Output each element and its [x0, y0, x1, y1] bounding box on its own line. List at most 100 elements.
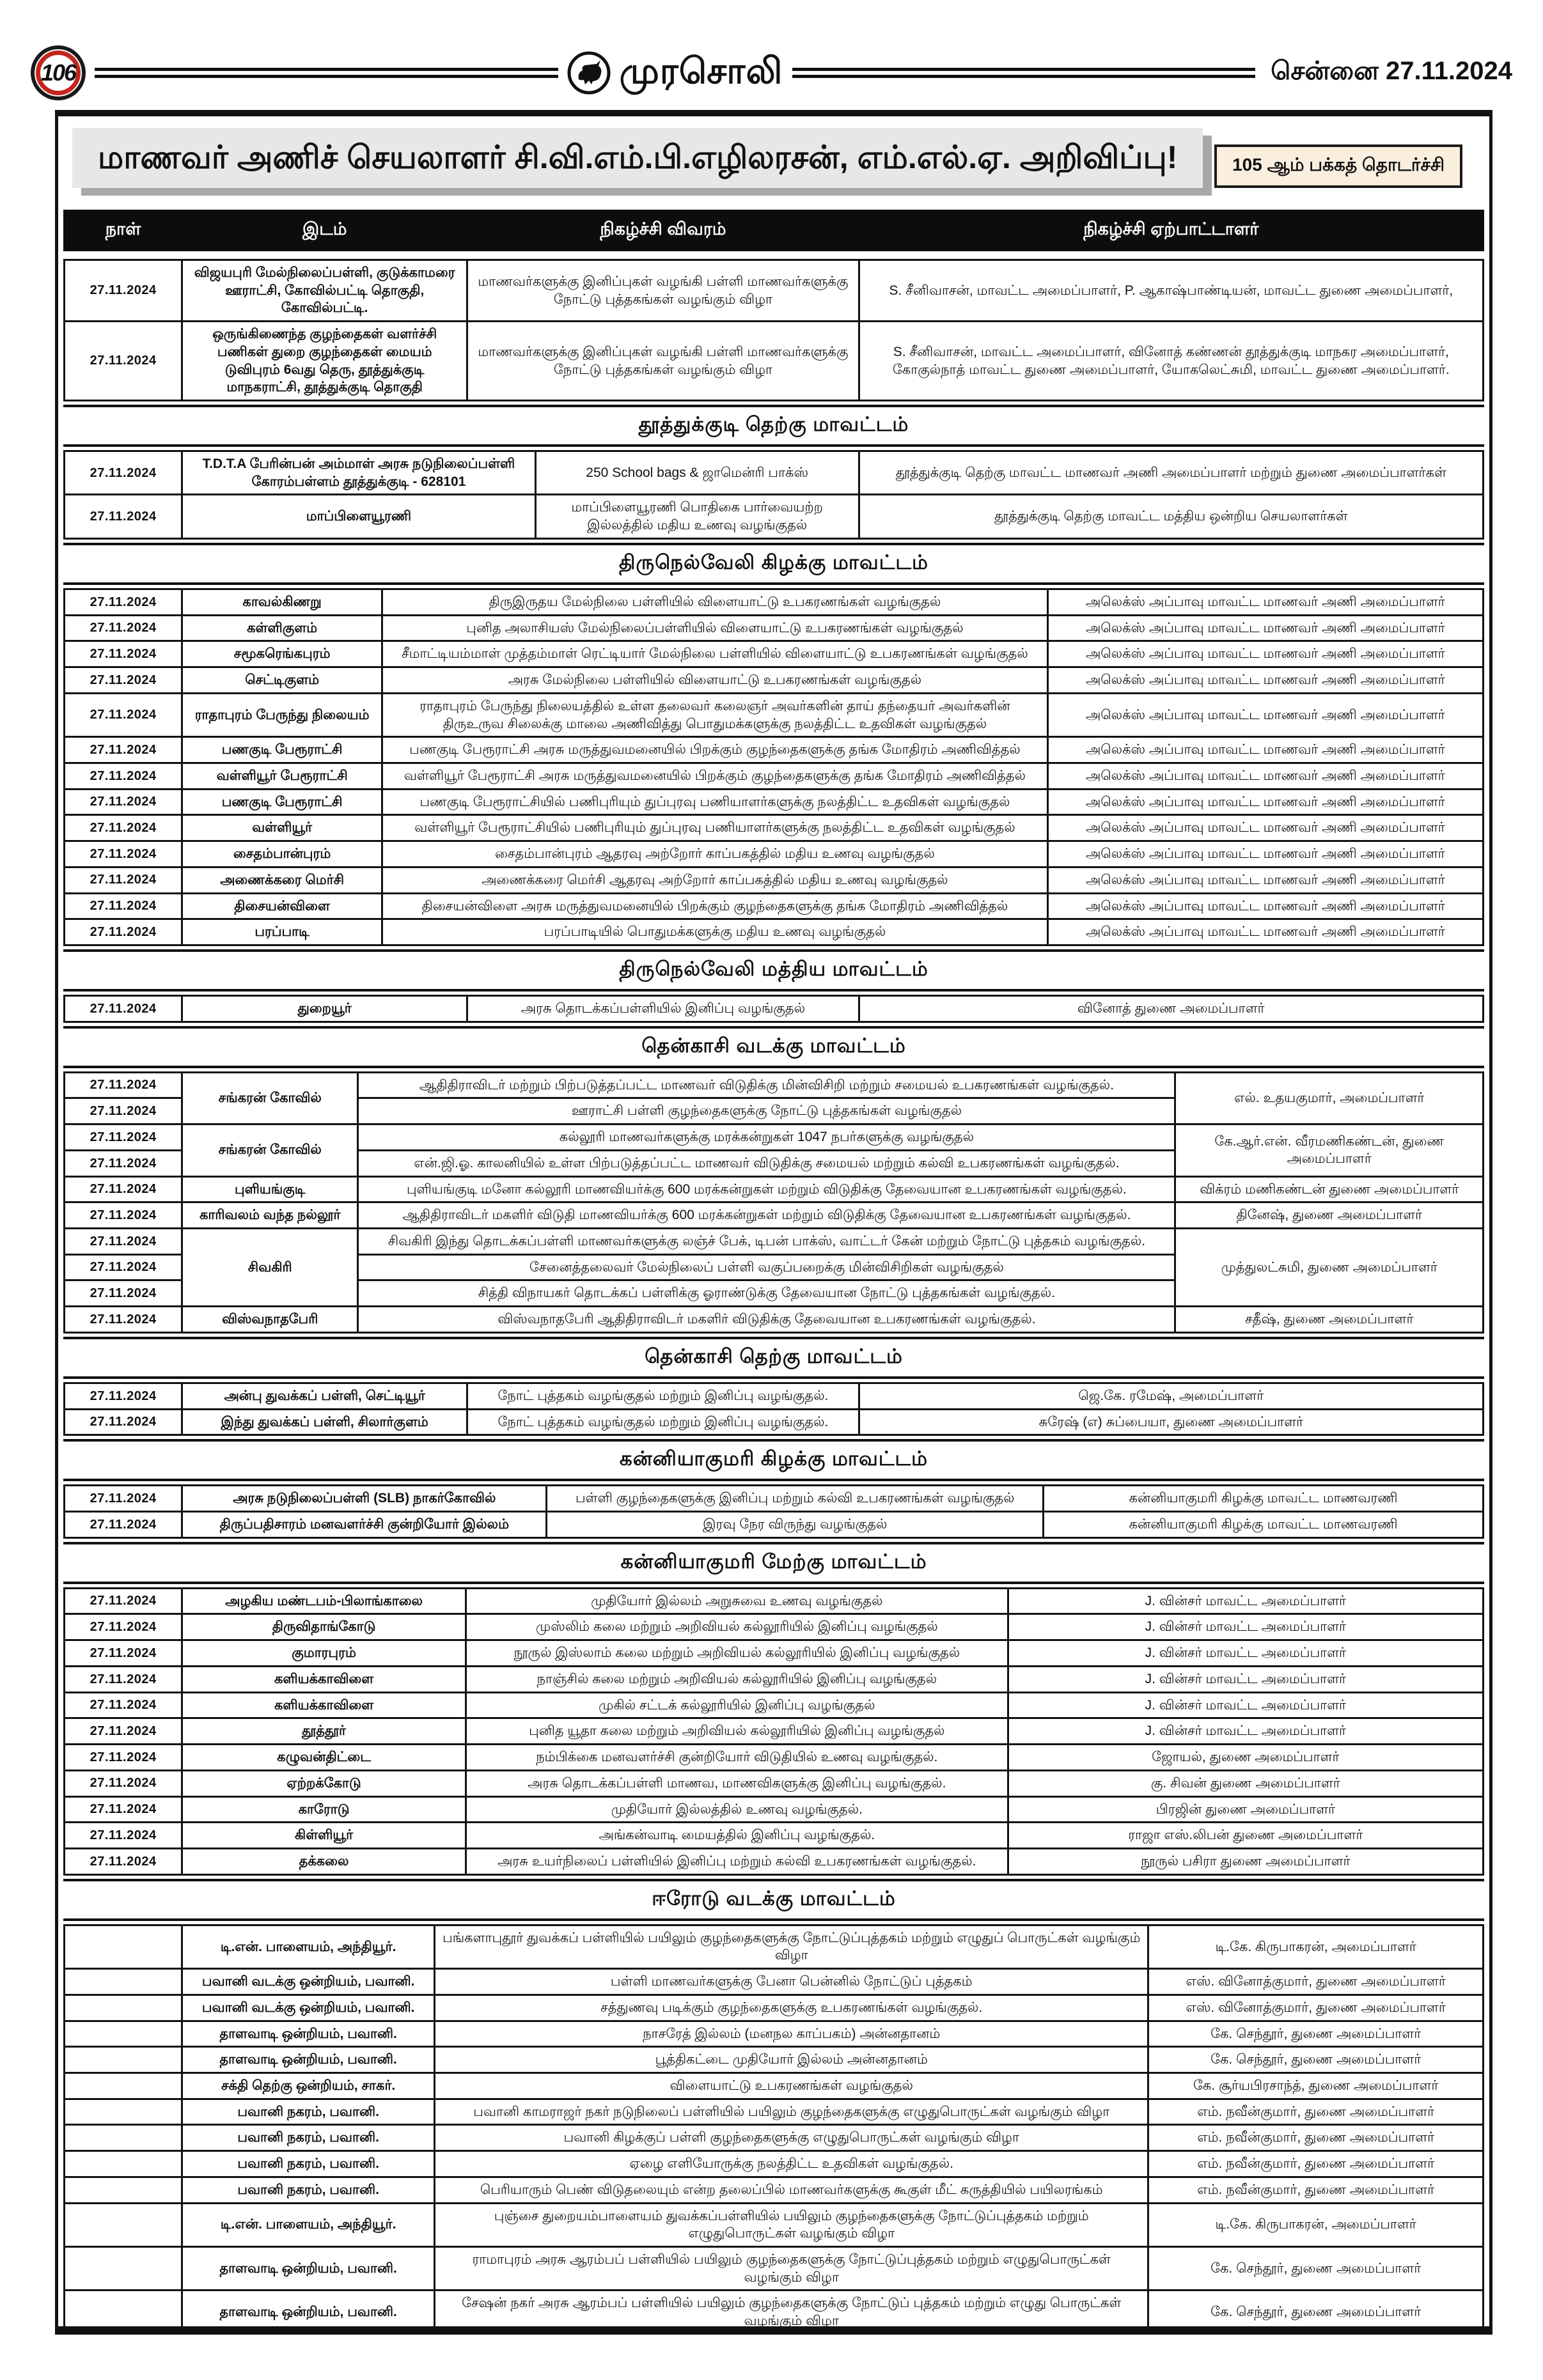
event-cell: விஸ்வநாதபேரி ஆதிதிராவிடர் மகளிர் விடுதிக… [357, 1305, 1177, 1334]
org-cell: அலெக்ஸ் அப்பாவு மாவட்ட மாணவர் அணி அமைப்ப… [1046, 666, 1485, 694]
date-cell: 27.11.2024 [63, 1097, 184, 1126]
date-cell [63, 2124, 184, 2152]
divider [792, 68, 1256, 78]
place-cell: சங்கரன் கோவில் [181, 1123, 359, 1178]
place-cell: திசையன்விளை [181, 892, 384, 921]
event-cell: சிவகிரி இந்து தொடக்கப்பள்ளி மாணவர்களுக்க… [357, 1227, 1177, 1256]
page-number-circle: 106 [31, 45, 86, 100]
district-table: 27.11.2024 அழகிய மண்டபம்-பிலாங்காலை முதியோ… [63, 1587, 1485, 1876]
column-header-date: நாள் [63, 210, 184, 251]
place-cell: தாளவாடி ஒன்றியம், பவானி. [181, 2289, 436, 2326]
date-cell: 27.11.2024 [63, 614, 184, 642]
org-cell: கே.ஆர்.என். வீரமணிகண்டன், துணை அமைப்பாளர… [1174, 1123, 1484, 1178]
event-cell: பணகுடி பேரூராட்சியில் பணிபுரியும் துப்பு… [381, 788, 1049, 816]
table-row: 27.11.2024 அன்பு துவக்கப் பள்ளி, செட்டியூ… [63, 1381, 1485, 1410]
date-cell [63, 1968, 184, 1996]
org-cell: J. வின்சர் மாவட்ட அமைப்பாளர் [1006, 1665, 1485, 1693]
date-cell: 27.11.2024 [63, 840, 184, 868]
table-row: 27.11.2024 துறையூர் அரசு தொடக்கப்பள்ளியில்… [63, 994, 1485, 1023]
event-cell: ஆதிதிராவிடர் மற்றும் பிற்படுத்தப்பட்ட மா… [357, 1071, 1177, 1100]
event-cell: திசையன்விளை அரசு மருத்துவமனையில் பிறக்கு… [381, 892, 1049, 921]
event-cell: சேஷன் நகர் அரசு ஆரம்பப் பள்ளியில் பயிலும… [434, 2289, 1150, 2326]
event-cell: விளையாட்டு உபகரணங்கள் வழங்குதல் [434, 2071, 1150, 2100]
date-cell [63, 1993, 184, 2022]
column-header-place: இடம் [181, 210, 469, 251]
table-row: 27.11.2024 ராதாபுரம் பேருந்து நிலையம் ராதா… [63, 692, 1485, 738]
place-cell: தாளவாடி ஒன்றியம், பவானி. [181, 2245, 436, 2292]
section-header: தென்காசி தெற்கு மாவட்டம் [63, 1336, 1484, 1379]
table-row: 27.11.2024 ஒருங்கிணைந்த குழந்தைகள் வளர்ச்… [63, 320, 1485, 402]
event-cell: நாஞ்சில் கலை மற்றும் அறிவியல் கல்லூரியில… [464, 1665, 1009, 1693]
date-cell: 27.11.2024 [63, 814, 184, 843]
table-row: 27.11.2024 அரசு நடுநிலைப்பள்ளி (SLB) நாகர… [63, 1484, 1484, 1513]
section-header: கன்னியாகுமரி கிழக்கு மாவட்டம் [63, 1439, 1484, 1482]
event-cell: அணைக்கரை மெர்சி ஆதரவு அற்றோர் காப்பகத்தி… [381, 866, 1049, 894]
date-cell [63, 2289, 184, 2326]
table-row: 27.11.2024 களியக்காவிளை நாஞ்சில் கலை மற்று… [63, 1665, 1485, 1693]
event-cell: என்.ஜி.ஓ. காலனியில் உள்ள பிற்படுத்தப்பட்… [357, 1149, 1177, 1178]
table-row: 27.11.2024 இந்து துவக்கப் பள்ளி, சிலார்கு… [63, 1408, 1485, 1436]
date-cell [63, 2071, 184, 2100]
org-cell: சுரேஷ் (எ) சுப்பையா, துணை அமைப்பாளர் [858, 1408, 1485, 1436]
table-row: தாளவாடி ஒன்றியம், பவானி. சேஷன் நகர் அரசு … [63, 2289, 1484, 2326]
date-cell: 27.11.2024 [63, 1691, 184, 1720]
date-cell [65, 2334, 182, 2335]
date-cell: 27.11.2024 [63, 866, 184, 894]
place-cell: அன்பு துவக்கப் பள்ளி, செட்டியூர் [181, 1381, 469, 1410]
place-cell: பணகுடி பேரூராட்சி [181, 736, 384, 764]
org-cell: சதீஷ், துணை அமைப்பாளர் [1174, 1305, 1484, 1334]
table-row: 27.11.2024 சங்கரன் கோவில் கல்லூரி மாணவர்கள… [63, 1123, 1484, 1178]
place-cell: பவானி நகரம், பவானி. [181, 2175, 436, 2204]
org-cell: கு. சிவன் துணை அமைப்பாளர் [1006, 1769, 1485, 1798]
column-header-organizer: நிகழ்ச்சி ஏற்பாட்டாளர் [858, 210, 1485, 251]
table-row: 27.11.2024 T.D.T.A பேரின்பன் அம்மாள் அரசு… [63, 450, 1485, 496]
district-table: 27.11.2024 அன்பு துவக்கப் பள்ளி, செட்டியூ… [63, 1381, 1485, 1436]
place-cell: சமூகரெங்கபுரம் [181, 640, 384, 669]
org-cell: எஸ். வினோத்குமார், துணை அமைப்பாளர் [1147, 1968, 1484, 1996]
column-header-event: நிகழ்ச்சி விவரம் [466, 210, 860, 251]
table-row: 27.11.2024 செட்டிகுளம் அரசு மேல்நிலை பள்ளி… [63, 666, 1485, 694]
event-cell: இரவு நேர விருந்து வழங்குதல் [545, 1511, 1045, 1539]
table-row: 27.11.2024 கள்ளிகுளம் புனித அலாசியஸ் மேல்ந… [63, 614, 1485, 642]
table-row: சக்தி தெற்கு ஒன்றியம், சாகர். விளையாட்டு … [63, 2071, 1484, 2100]
org-cell: எஸ். வினோத்குமார், துணை அமைப்பாளர் [1147, 1993, 1484, 2022]
place-cell: பவானி வடக்கு ஒன்றியம், பவானி. [181, 1968, 436, 1996]
event-cell: நோட் புத்தகம் வழங்குதல் மற்றும் இனிப்பு … [466, 1381, 860, 1410]
date-cell [63, 2150, 184, 2178]
date-cell: 27.11.2024 [63, 1821, 184, 1849]
place-cell: புளியங்குடி [181, 1175, 359, 1204]
district-table: 27.11.2024 காவல்கிணறு திருஇருதய மேல்நிலை ப… [63, 587, 1485, 946]
date-cell: 27.11.2024 [63, 761, 184, 790]
place-cell: அணைக்கரை மெர்சி [181, 866, 384, 894]
table-row: 27.11.2024 விஜயபுரி மேல்நிலைப்பள்ளி, குடு… [63, 258, 1485, 323]
place-cell: குமாரபுரம் [181, 1639, 467, 1667]
date-cell: 27.11.2024 [63, 587, 184, 616]
table-row: 27.11.2024 ஊராட்சி பள்ளி குழந்தைகளுக்கு ந… [63, 1097, 1484, 1126]
table-row: 27.11.2024 என்.ஜி.ஓ. காலனியில் உள்ள பிற்ப… [63, 1149, 1484, 1178]
org-cell: அலெக்ஸ் அப்பாவு மாவட்ட மாணவர் அணி அமைப்ப… [1046, 892, 1485, 921]
table-row: தாளவாடி ஒன்றியம், பவானி.இகளோர் அரசு ஆரம்… [65, 2334, 1484, 2335]
table-row: 27.11.2024 பணகுடி பேரூராட்சி பணகுடி பேரூரா… [63, 736, 1485, 764]
table-row: பவானி வடக்கு ஒன்றியம், பவானி. பள்ளி மாணவர… [63, 1968, 1484, 1996]
table-column-header: நாள் இடம் நிகழ்ச்சி விவரம் நிகழ்ச்சி ஏற்… [63, 210, 1485, 251]
continuation-badge: 105 ஆம் பக்கத் தொடர்ச்சி [1214, 144, 1462, 188]
place-cell: டி.என். பாளையம், அந்தியூர். [181, 1924, 436, 1970]
title-row: மாணவர் அணிச் செயலாளர் சி.வி.எம்.பி.எழிலர… [72, 128, 1478, 199]
table-row: 27.11.2024 சேனைத்தலைவர் மேல்நிலைப் பள்ளி … [63, 1253, 1484, 1282]
table-blocks: 27.11.2024 விஜயபுரி மேல்நிலைப்பள்ளி, குடு… [63, 258, 1485, 2335]
place-cell: கிள்ளியூர் [181, 1821, 467, 1849]
event-cell: முஸ்லிம் கலை மற்றும் அறிவியல் கல்லூரியில… [464, 1613, 1009, 1642]
table-row: 27.11.2024 விஸ்வநாதபேரி விஸ்வநாதபேரி ஆதிதி… [63, 1305, 1484, 1334]
table-row: டி.என். பாளையம், அந்தியூர். பங்களாபுதூர் … [63, 1924, 1484, 1970]
place-cell: தாளவாடி ஒன்றியம், பவானி. [181, 2019, 436, 2048]
date-cell: 27.11.2024 [63, 1511, 184, 1539]
place-cell: பவானி வடக்கு ஒன்றியம், பவானி. [181, 1993, 436, 2022]
event-cell: ராமாபுரம் அரசு ஆரம்பப் பள்ளியில் பயிலும்… [434, 2245, 1150, 2292]
org-cell: அலெக்ஸ் அப்பாவு மாவட்ட மாணவர் அணி அமைப்ப… [1046, 692, 1485, 738]
date-cell: 27.11.2024 [63, 1769, 184, 1798]
org-cell: ராஜா எஸ்.லிபன் துணை அமைப்பாளர் [1006, 1821, 1485, 1849]
event-cell: அரசு மேல்நிலை பள்ளியில் விளையாட்டு உபகரண… [381, 666, 1049, 694]
date-cell: 27.11.2024 [63, 1305, 184, 1334]
date-cell: 27.11.2024 [63, 1149, 184, 1178]
place-cell: T.D.T.A பேரின்பன் அம்மாள் அரசு நடுநிலைப்… [181, 450, 537, 496]
